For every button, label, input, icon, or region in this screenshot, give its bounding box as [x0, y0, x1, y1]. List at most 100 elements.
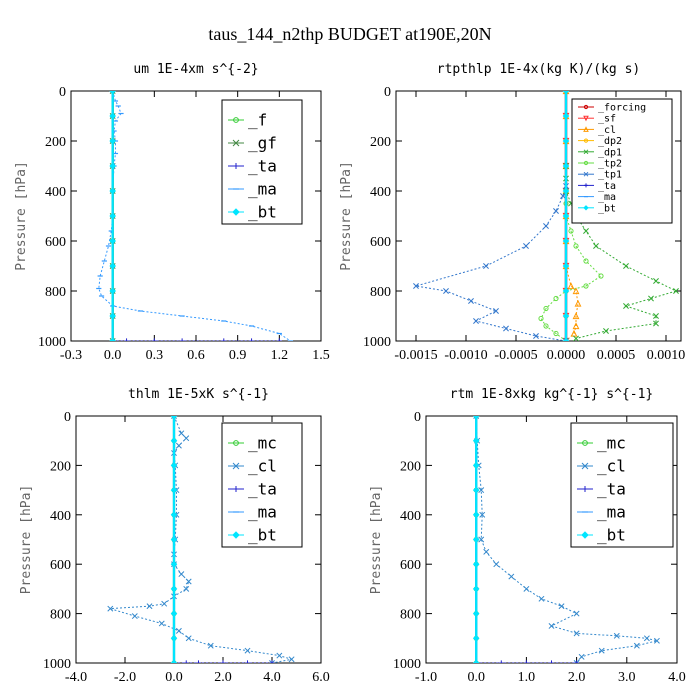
legend-entry: _cl [597, 457, 626, 476]
x-tick-label: 0.9 [229, 348, 247, 363]
y-tick-label: 0 [64, 410, 71, 425]
data-point [623, 263, 629, 269]
data-point [276, 338, 282, 341]
panel-title: rtpthlp 1E-4x(kg K)/(kg s) [437, 62, 641, 77]
x-tick-label: 4.0 [263, 670, 281, 685]
data-point [183, 435, 190, 442]
legend-entry: _forcing [598, 103, 646, 114]
data-point [563, 338, 569, 341]
data-point [582, 440, 588, 446]
data-point [583, 205, 589, 211]
data-point [623, 303, 629, 309]
data-point [562, 162, 570, 170]
panel-title: um 1E-4xm s^{-2} [133, 62, 258, 77]
data-point [185, 578, 192, 585]
legend-entry: _tp2 [598, 159, 622, 170]
data-point [578, 653, 585, 660]
legend-entry: _bt [598, 203, 616, 214]
data-point [493, 561, 500, 568]
data-point [581, 531, 589, 539]
legend-entry: _ta [248, 480, 277, 499]
data-point [533, 333, 539, 339]
data-point [572, 312, 580, 320]
data-point [574, 299, 582, 307]
data-point [543, 223, 549, 229]
x-tick-label: 1.2 [271, 348, 289, 363]
data-point [573, 660, 580, 663]
data-point [562, 312, 570, 320]
legend-entry: _ta [597, 480, 626, 499]
data-point [109, 91, 116, 95]
plot-frame [395, 90, 682, 342]
legend-entry: _mc [248, 434, 277, 453]
data-point [523, 660, 529, 663]
legend-entry: _mc [597, 434, 626, 453]
y-tick-label: 200 [50, 459, 71, 474]
data-point [653, 320, 659, 327]
y-axis-label: Pressure [hPa] [339, 161, 354, 271]
data-point [178, 571, 185, 578]
data-point [109, 237, 116, 245]
series-line-tp1 [415, 185, 567, 341]
data-point [232, 208, 240, 216]
data-point [170, 585, 178, 593]
data-point [503, 325, 509, 332]
data-point [573, 610, 580, 617]
data-point [548, 622, 555, 629]
legend-entry: _f [248, 111, 267, 130]
y-axis-label: Pressure [hPa] [14, 161, 29, 271]
data-point [473, 416, 480, 419]
data-point [653, 278, 659, 284]
data-point [170, 634, 178, 642]
data-point [171, 416, 177, 419]
data-point [498, 660, 504, 663]
legend-entry: _dp1 [598, 147, 622, 158]
y-axis-label: Pressure [hPa] [19, 485, 34, 595]
data-point [583, 283, 589, 289]
data-point [548, 660, 555, 663]
data-point [109, 287, 116, 295]
data-point [553, 295, 559, 302]
data-point [543, 323, 549, 329]
data-point [109, 137, 116, 145]
data-point [583, 228, 589, 234]
data-point [562, 287, 570, 295]
data-point [151, 338, 157, 341]
x-tick-label: -0.0005 [494, 348, 537, 363]
x-tick-label: 4.0 [668, 670, 686, 685]
data-point [207, 642, 214, 649]
data-point [244, 660, 251, 663]
data-point [269, 660, 275, 663]
y-tick-label: 0 [414, 410, 421, 425]
data-point [472, 511, 480, 519]
panel-1: um 1E-4xm s^{-2} Pressure [hPa] 0 200 400 600… [14, 62, 330, 363]
data-point [583, 126, 589, 132]
legend-entry: _ma [598, 192, 616, 203]
legend-entry: _cl [248, 457, 277, 476]
data-point [468, 298, 474, 304]
data-point [558, 603, 565, 610]
y-tick-label: 200 [45, 135, 66, 150]
data-point [244, 647, 251, 654]
x-tick-label: 6.0 [312, 670, 330, 685]
x-tick-label: 2.0 [568, 670, 586, 685]
legend-entry: _dp2 [598, 136, 622, 147]
data-point [478, 487, 485, 494]
data-point [560, 193, 566, 199]
data-point [221, 338, 227, 341]
series-line-tp2 [540, 203, 602, 341]
x-tick-label: 0.0005 [597, 348, 636, 363]
data-point [472, 486, 480, 494]
data-point [562, 237, 570, 245]
data-point [567, 282, 575, 290]
data-point [248, 338, 255, 341]
data-point [109, 187, 116, 195]
data-point [109, 337, 116, 341]
series-group [96, 91, 294, 341]
data-point [538, 315, 544, 322]
x-tick-label: 0.0000 [547, 348, 586, 363]
legend-entry: _ma [248, 503, 277, 522]
y-tick-label: 600 [50, 558, 71, 573]
x-tick-label: 2.0 [214, 670, 232, 685]
